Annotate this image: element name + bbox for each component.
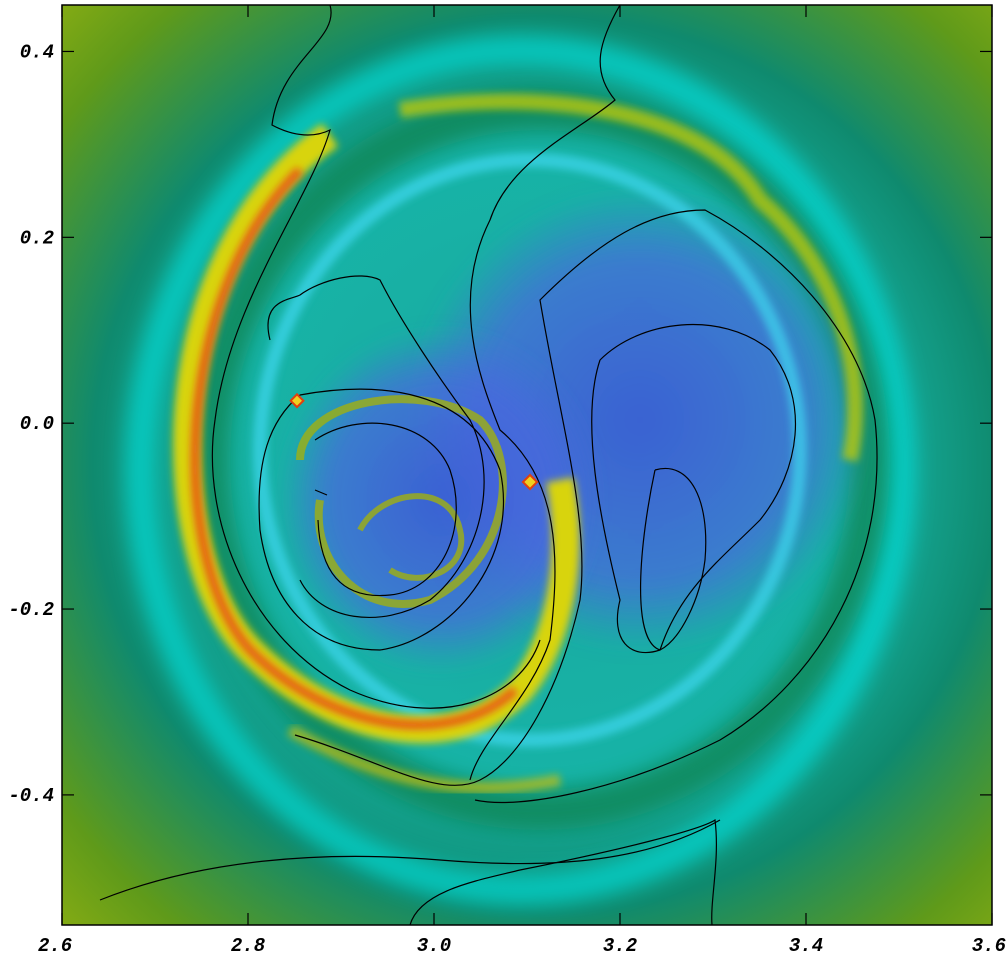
y-tick-label: -0.4 [8,785,54,807]
x-tick-label: 3.2 [603,935,637,957]
y-tick-label: 0.2 [20,227,54,249]
y-tick-label: -0.2 [8,599,54,621]
x-tick-label: 3.0 [417,935,451,957]
y-tick-label: 0.0 [20,413,54,435]
y-tick-label: 0.4 [20,41,54,63]
x-tick-label: 2.6 [38,935,72,957]
x-tick-label: 3.4 [789,935,823,957]
field-image [62,5,992,925]
axes: 2.6 2.8 3.0 3.2 3.4 3.6 0.4 0.2 0.0 -0.2 -0.4 [8,5,1006,957]
x-tick-label: 2.8 [231,935,265,957]
plot-frame [61,4,993,926]
x-tick-label: 3.6 [972,935,1006,957]
contour-lines [99,5,878,925]
